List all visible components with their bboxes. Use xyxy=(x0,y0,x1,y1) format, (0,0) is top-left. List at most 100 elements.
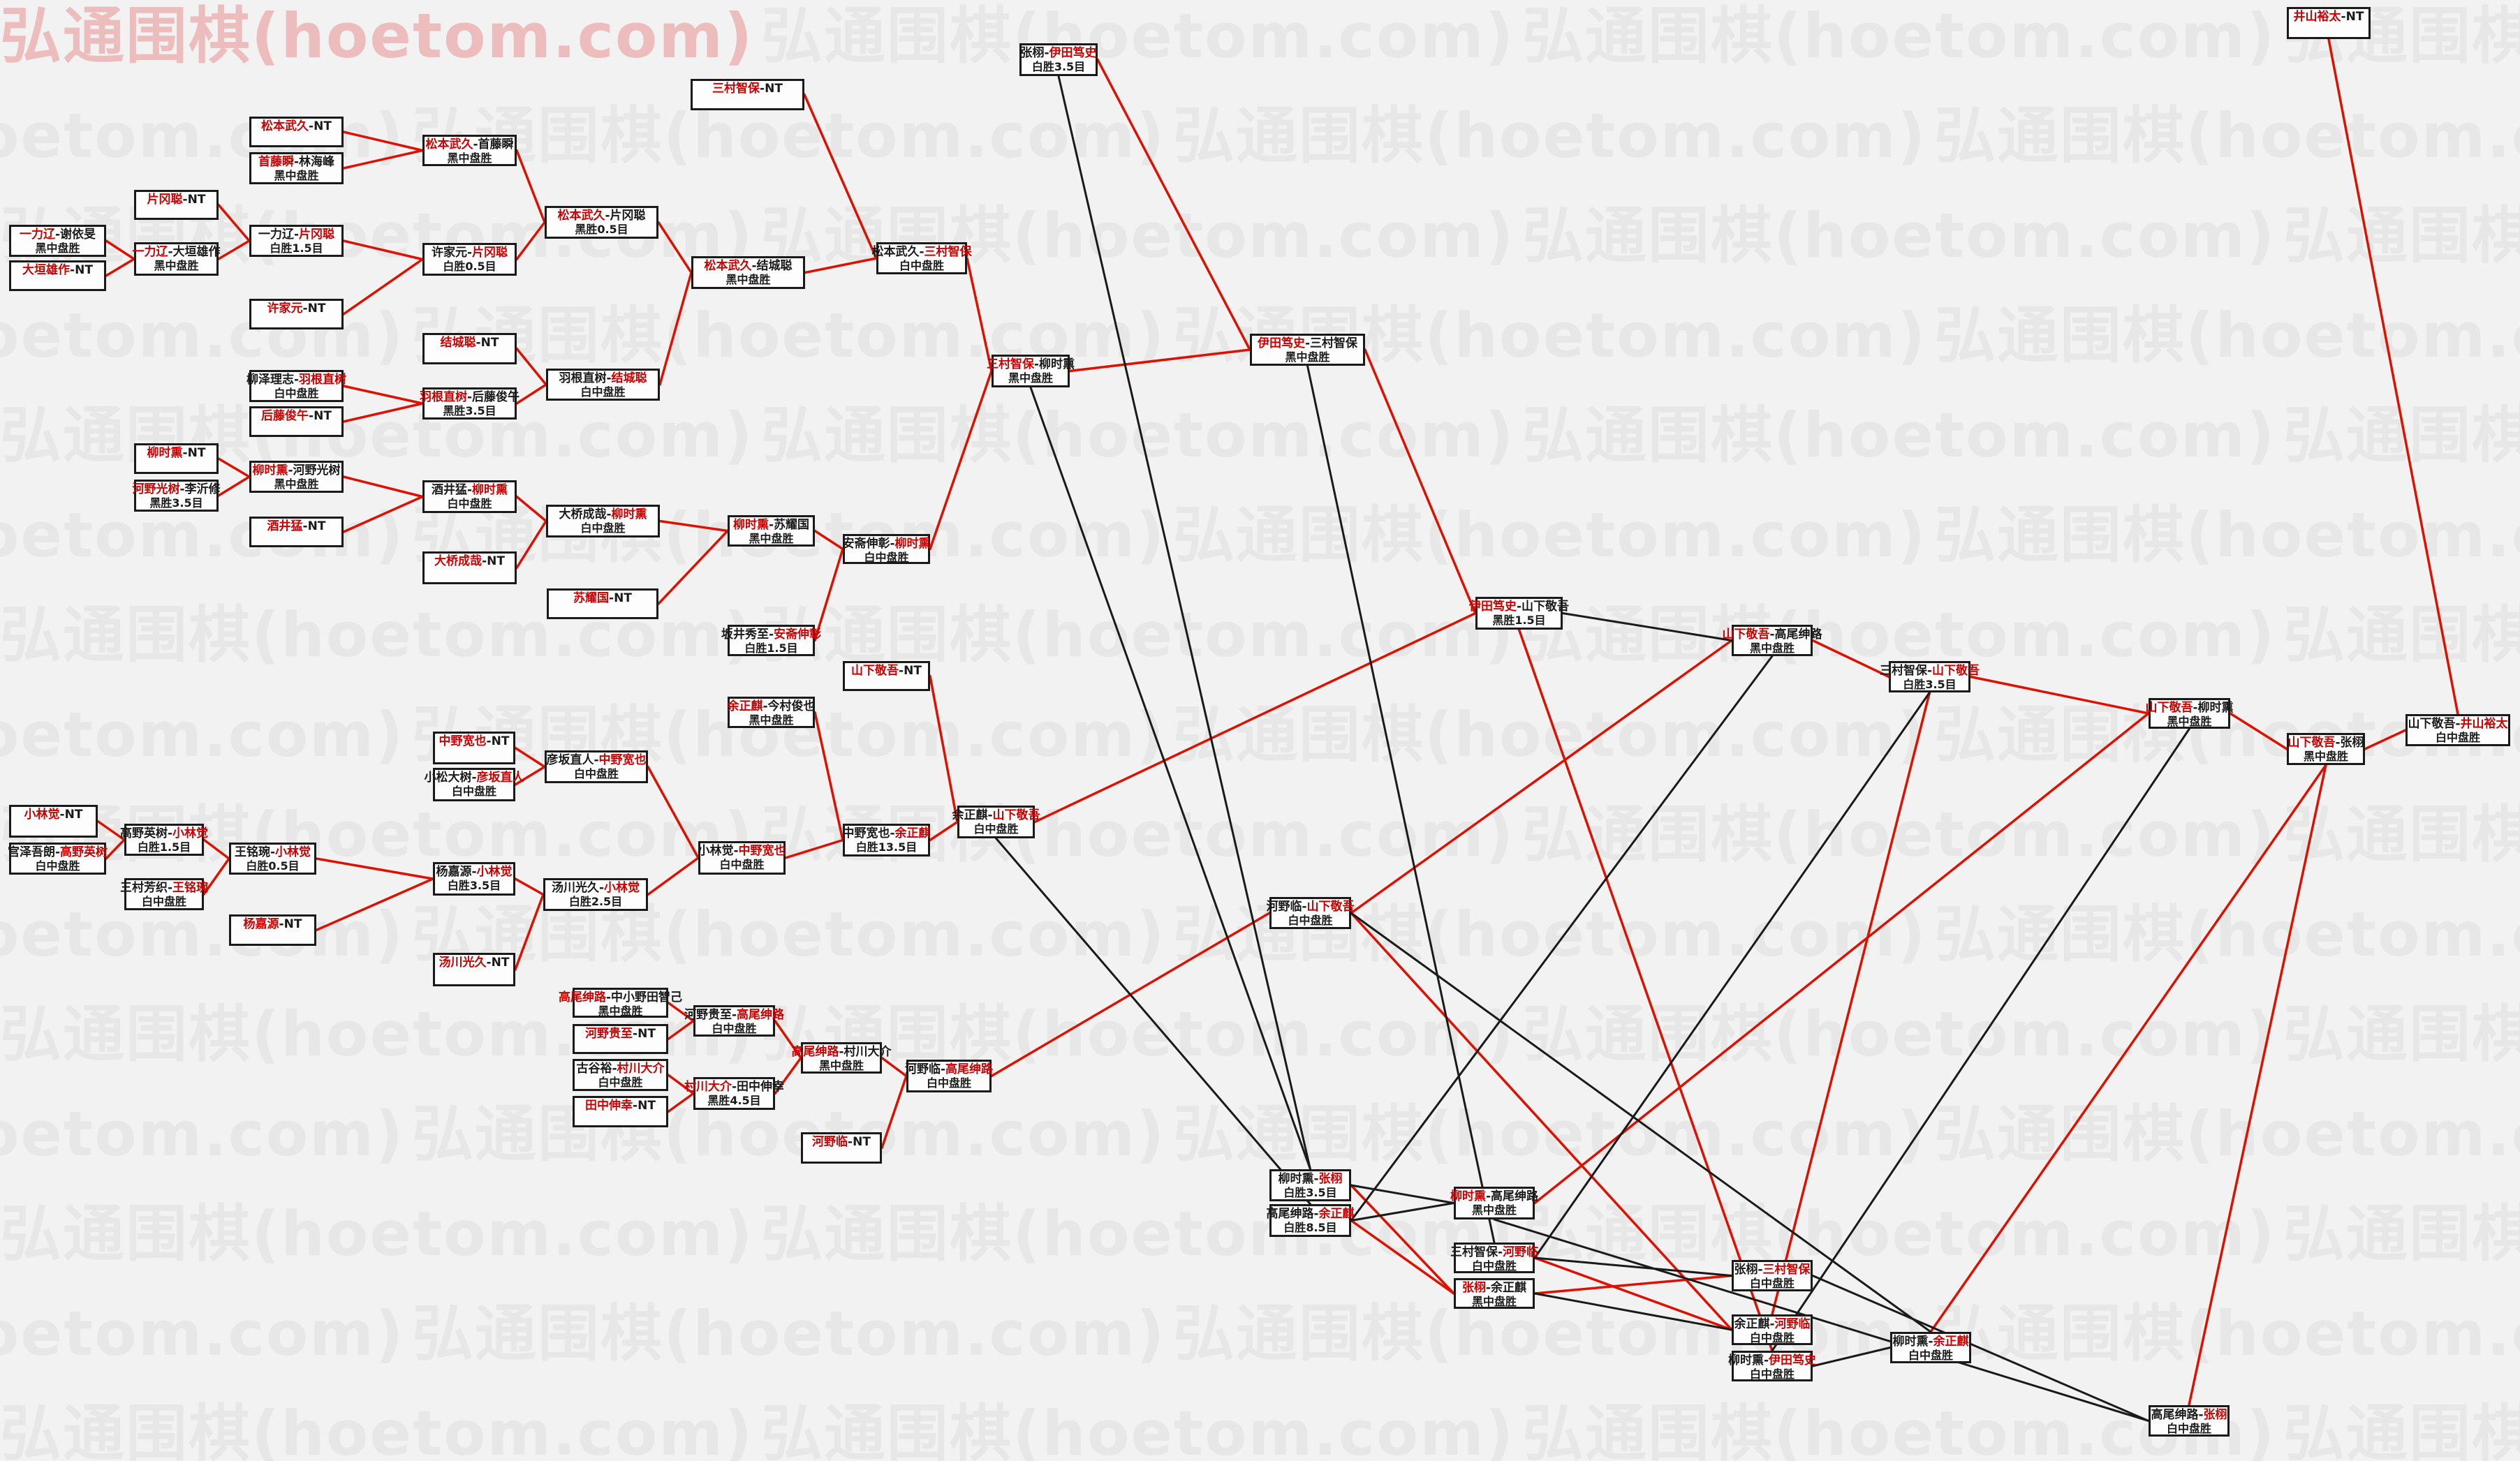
pairing-dash: - xyxy=(919,245,924,259)
player-a: 余正麒 xyxy=(727,699,763,713)
winner-path-line-B31-B30 xyxy=(813,547,844,642)
nt-label: NT xyxy=(75,263,93,277)
winner-path-line-B55-B57 xyxy=(880,1056,908,1078)
winner-path-line-B19-B20 xyxy=(966,257,993,373)
player-a: 三村智保 xyxy=(1450,1245,1498,1259)
match-pairing: 坂井秀至-安斋伸彰 xyxy=(721,628,821,641)
pairing-dash: - xyxy=(2193,701,2198,715)
match-pairing: 小松大树-彦坂直人 xyxy=(424,771,524,785)
watermark-text: 弘通围棋(hoetom.com) xyxy=(1934,1298,2520,1370)
winner-path-line-B44-B45 xyxy=(315,877,434,932)
player-b: 伊田笃史 xyxy=(1049,46,1097,60)
player-a: 古谷裕 xyxy=(576,1062,612,1076)
pairing-dash: - xyxy=(1044,46,1049,60)
match-pairing: 酒井猛-NT xyxy=(267,519,326,533)
match-pairing: 河野临-山下敬吾 xyxy=(1266,900,1354,914)
player-b: 高尾绅路 xyxy=(945,1062,994,1076)
player-a: 小林觉 xyxy=(24,808,60,822)
match-box-B02: 首藤瞬-林海峰 黑中盘胜 xyxy=(249,152,344,184)
player-a: 河野贵至 xyxy=(585,1027,633,1041)
winner-path-line-B77-B65 xyxy=(2188,764,2327,1407)
match-pairing: 安斋伸彰-柳时熏 xyxy=(842,537,930,551)
player-b: 余正麒 xyxy=(1318,1207,1355,1221)
loser-path-line-B64-B75 xyxy=(1771,727,2190,1352)
match-box-B60: 伊田笃史-山下敬吾 黑胜1.5目 xyxy=(1469,597,1569,630)
pairing-dash: - xyxy=(476,336,481,350)
player-b: 中小野田智己 xyxy=(611,991,683,1004)
player-b: 柳时熏 xyxy=(2197,701,2234,715)
player-a: 大桥成哉 xyxy=(434,554,482,568)
winner-path-line-B22-B23 xyxy=(217,475,251,497)
winner-path-line-B61-B62 xyxy=(1350,639,1733,914)
player-b: 山下敬吾 xyxy=(1521,600,1570,614)
player-b: 高尾绅路 xyxy=(1774,628,1822,641)
result-text: 黑中盘胜 xyxy=(818,1059,864,1072)
player-a: 柳时熏 xyxy=(732,518,769,532)
match-box-B59: 伊田笃史-三村智保 黑中盘胜 xyxy=(1250,334,1365,366)
result-text: 白胜3.5目 xyxy=(1903,678,1957,691)
player-a: 柳时熏 xyxy=(1892,1335,1929,1349)
result-text: 黑中盘胜 xyxy=(749,713,794,727)
winner-path-line-B40-B41 xyxy=(105,838,126,860)
player-b: 苏耀国 xyxy=(774,518,810,532)
player-b: 张栩 xyxy=(2203,1408,2227,1422)
match-pairing: 汤川光久-小林觉 xyxy=(552,881,640,895)
match-pairing: 三村智保-山下敬吾 xyxy=(1880,664,1980,678)
pairing-dash: - xyxy=(762,699,768,713)
match-box-B11: 松本武久-片冈聪 黑胜0.5目 xyxy=(545,206,658,239)
result-text: 黑中盘胜 xyxy=(1008,371,1053,385)
pairing-dash: - xyxy=(594,753,599,767)
pairing-dash: - xyxy=(293,155,300,169)
player-a: 松本武久 xyxy=(557,209,605,223)
match-box-B14: 柳泽理志-羽根直树 白中盘胜 xyxy=(246,370,346,402)
match-box-B53: 田中伸幸-NT xyxy=(573,1096,668,1127)
player-b: 小林觉 xyxy=(476,865,513,879)
winner-path-line-B72-B73 xyxy=(1533,1274,1733,1295)
player-a: 一力辽 xyxy=(132,245,168,259)
match-pairing: 小林觉-NT xyxy=(24,808,83,822)
result-text: 白中盘胜 xyxy=(712,1022,757,1035)
pairing-dash: - xyxy=(54,845,61,859)
winner-path-line-B01-B07 xyxy=(342,131,424,152)
match-pairing: 高尾绅路-中小野田智己 xyxy=(559,991,682,1004)
match-pairing: 柳时熏-高尾绅路 xyxy=(1450,1189,1538,1203)
nt-label: NT xyxy=(314,409,332,423)
player-b: 片冈聪 xyxy=(472,246,508,260)
pairing-dash: - xyxy=(605,209,610,223)
result-text: 白胜0.5目 xyxy=(443,260,496,273)
match-pairing: 一力辽-大垣雄作 xyxy=(132,245,220,259)
winner-path-line-B04-B05 xyxy=(105,239,135,260)
match-pairing: 结城聪-NT xyxy=(441,336,499,350)
winner-path-line-B46-B47 xyxy=(514,893,545,971)
result-text: 白中盘胜 xyxy=(2435,731,2480,744)
player-a: 安斋伸彰 xyxy=(842,537,890,551)
player-b: 首藤瞬 xyxy=(478,138,514,151)
match-pairing: 柳泽理志-羽根直树 xyxy=(246,373,346,387)
player-b: 河野临 xyxy=(1503,1245,1539,1259)
match-box-B73: 张栩-三村智保 白中盘胜 xyxy=(1732,1260,1813,1291)
pairing-dash: - xyxy=(598,881,605,895)
match-box-B09: 许家元-NT xyxy=(249,299,344,329)
pairing-dash: - xyxy=(471,865,477,879)
watermark-text: 弘通围棋(hoetom.com) xyxy=(1934,1098,2520,1170)
winner-path-line-B58-B59 xyxy=(1096,58,1251,351)
watermark-text: 弘通围棋(hoetom.com) xyxy=(1522,1198,2276,1270)
player-a: 一力辽 xyxy=(258,228,294,242)
watermark-text: 弘通围棋(hoetom.com) xyxy=(2283,200,2520,272)
match-pairing: 大桥成哉-NT xyxy=(434,554,505,568)
match-box-B18: 松本武久-结城聪 黑中盘胜 xyxy=(691,256,805,289)
match-box-B06: 大垣雄作-NT xyxy=(9,260,106,291)
result-text: 黑中盘胜 xyxy=(1471,1203,1517,1217)
player-b: 后藤俊午 xyxy=(472,390,520,404)
match-pairing: 柳时熏-伊田笃史 xyxy=(1728,1354,1816,1367)
nt-label: NT xyxy=(480,336,499,350)
match-box-B68: 柳时熏-张栩 白胜3.5目 xyxy=(1269,1169,1351,1201)
player-a: 河野光树 xyxy=(132,482,180,496)
match-box-B22: 河野光树-李沂修 黑胜3.5目 xyxy=(132,480,221,512)
player-a: 张栩 xyxy=(1734,1263,1758,1277)
watermark-text: 弘通围棋(hoetom.com) xyxy=(412,100,1166,172)
match-box-B23: 柳时熏-河野光树 黑中盘胜 xyxy=(249,461,344,493)
watermark-text: 弘通围棋(hoetom.com) xyxy=(2283,799,2520,870)
player-a: 大桥成哉 xyxy=(559,507,607,521)
